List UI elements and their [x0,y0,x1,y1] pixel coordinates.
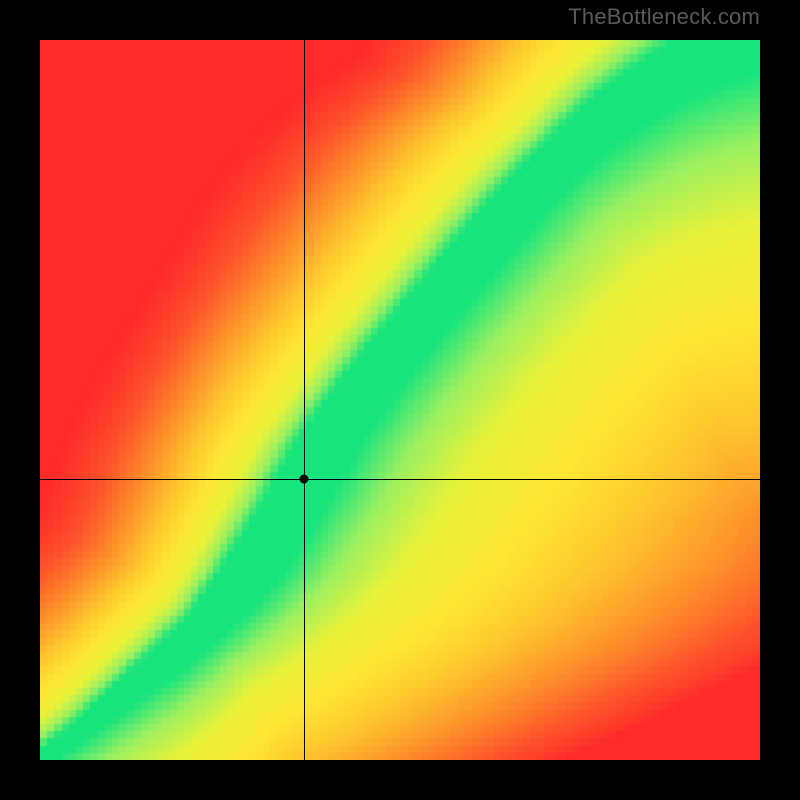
heatmap-plot [40,40,760,760]
crosshair-marker [300,475,309,484]
heatmap-canvas [40,40,760,760]
crosshair-vertical [304,40,305,760]
watermark-text: TheBottleneck.com [568,4,760,30]
crosshair-horizontal [40,479,760,480]
